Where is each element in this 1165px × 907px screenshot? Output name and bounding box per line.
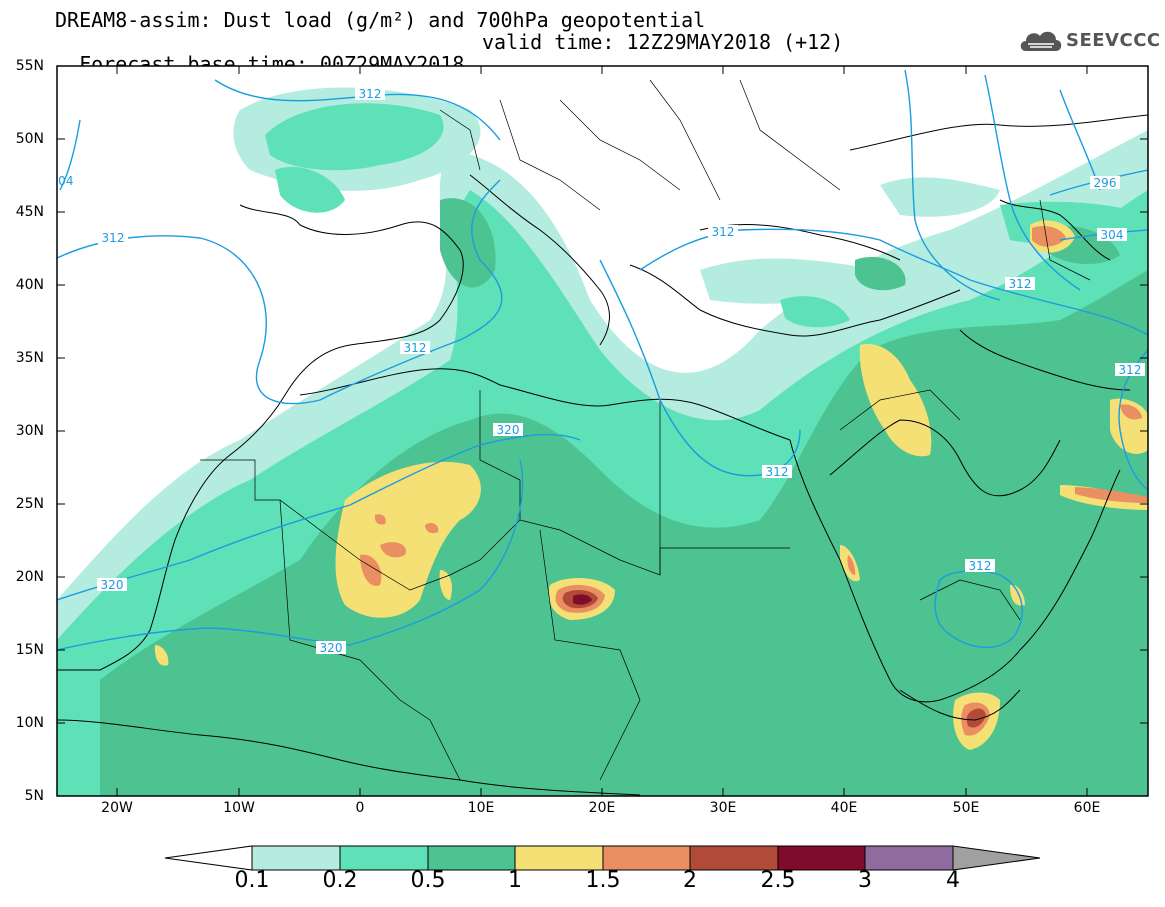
- logo-text: SEEVCCC: [1066, 30, 1161, 51]
- lat-label: 30N: [15, 423, 44, 439]
- contour-label: 312: [400, 341, 430, 355]
- colorbar-label: 1.5: [585, 868, 621, 893]
- colorbar-label: 2.5: [760, 868, 796, 893]
- valid-time: valid time: 12Z29MAY2018 (+12): [482, 30, 844, 54]
- colorbar-swatch: [427, 845, 516, 871]
- colorbar-label: 2: [683, 868, 697, 893]
- contour-label-text: 320: [101, 578, 124, 592]
- contour-label: 312: [1115, 363, 1145, 377]
- colorbar-swatch: [777, 845, 866, 871]
- lon-label: 20W: [101, 800, 133, 816]
- contour-label: 312: [98, 231, 128, 245]
- contour-label-text: 312: [404, 341, 427, 355]
- colorbar-label: 4: [946, 868, 960, 893]
- seevccc-logo: SEEVCCC: [1018, 27, 1161, 55]
- dust-level-2.5: [573, 594, 592, 605]
- colorbar-swatch: [339, 845, 429, 871]
- contour-label-text: 304: [1101, 228, 1124, 242]
- contour-label-text: 312: [969, 559, 992, 573]
- colorbar-swatch: [864, 845, 954, 871]
- contour-label: 304: [1097, 228, 1127, 242]
- contour-label: 312: [762, 465, 792, 479]
- colorbar-arrow-high: [952, 845, 1041, 871]
- contour-label-text: 312: [766, 465, 789, 479]
- lon-label: 30E: [709, 800, 737, 816]
- contour-label: 320: [316, 641, 346, 655]
- lon-label: 0: [355, 800, 365, 816]
- colorbar-swatch: [514, 845, 604, 871]
- contour-label-text: 312: [102, 231, 125, 245]
- colorbar-label: 0.1: [234, 868, 270, 893]
- coastlines: [57, 114, 1148, 796]
- colorbar-label: 3: [858, 868, 872, 893]
- lon-label: 40E: [830, 800, 858, 816]
- axis-ticks: [57, 65, 1148, 797]
- colorbar-label: 1: [508, 868, 522, 893]
- lat-label: 40N: [15, 277, 44, 293]
- colorbar: [164, 845, 1041, 871]
- lat-label: 55N: [15, 58, 44, 74]
- colorbar-swatch: [689, 845, 779, 871]
- cloud-icon: [1020, 31, 1062, 51]
- contour-label: 312: [708, 225, 738, 239]
- contour-labels: 312 304 312 312 320 312 296 304 312 312 …: [51, 87, 1145, 655]
- contour-label: 320: [493, 423, 523, 437]
- dust-fields: 312 304 312 312 320 312 296 304 312 312 …: [51, 69, 1148, 796]
- contour-label-text: 320: [497, 423, 520, 437]
- lat-label: 15N: [15, 642, 44, 658]
- lon-label: 60E: [1073, 800, 1101, 816]
- contour-label-text: 312: [1119, 363, 1142, 377]
- colorbar-arrow-low: [164, 845, 253, 871]
- contour-label-text: 320: [320, 641, 343, 655]
- lon-label: 10W: [223, 800, 255, 816]
- contour-label-text: 312: [1009, 277, 1032, 291]
- contour-label-text: 312: [712, 225, 735, 239]
- lon-label: 50E: [952, 800, 980, 816]
- map-title-line1: DREAM8-assim: Dust load (g/m²) and 700hP…: [55, 8, 706, 32]
- lon-label: 10E: [467, 800, 495, 816]
- lon-label: 20E: [588, 800, 616, 816]
- colorbar-label: 0.2: [322, 868, 358, 893]
- contour-label-text: 312: [359, 87, 382, 101]
- contour-label: 312: [1005, 277, 1035, 291]
- contour-label-text: 304: [51, 174, 74, 188]
- contour-label: 296: [1090, 176, 1120, 190]
- lat-label: 25N: [15, 496, 44, 512]
- colorbar-label: 0.5: [410, 868, 446, 893]
- lat-label: 5N: [24, 788, 44, 804]
- contour-label: 312: [965, 559, 995, 573]
- contour-label: 320: [97, 578, 127, 592]
- lat-label: 35N: [15, 350, 44, 366]
- lat-label: 45N: [15, 204, 44, 220]
- colorbar-swatch: [251, 845, 341, 871]
- lat-label: 10N: [15, 715, 44, 731]
- contour-label: 304: [51, 174, 74, 188]
- colorbar-swatch: [602, 845, 691, 871]
- contour-label: 312: [355, 87, 385, 101]
- lat-label: 50N: [15, 131, 44, 147]
- lat-label: 20N: [15, 569, 44, 585]
- contour-label-text: 296: [1094, 176, 1117, 190]
